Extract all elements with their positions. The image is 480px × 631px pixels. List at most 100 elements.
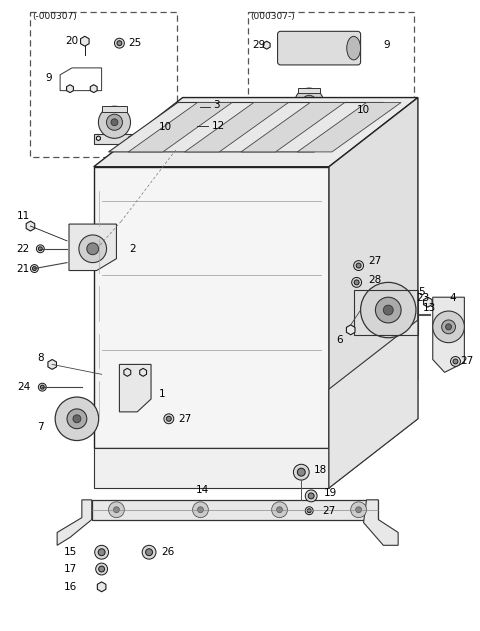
Polygon shape [81, 36, 89, 46]
Circle shape [98, 549, 105, 556]
Polygon shape [94, 98, 418, 167]
Circle shape [293, 464, 309, 480]
Polygon shape [67, 85, 73, 93]
Polygon shape [124, 369, 131, 376]
Circle shape [96, 563, 108, 575]
Circle shape [445, 324, 452, 330]
Circle shape [356, 263, 361, 268]
Polygon shape [293, 115, 297, 119]
Polygon shape [185, 102, 288, 152]
Circle shape [442, 320, 456, 334]
Circle shape [99, 566, 105, 572]
Circle shape [98, 106, 131, 138]
Circle shape [95, 545, 108, 559]
Circle shape [38, 247, 42, 251]
Circle shape [306, 100, 312, 105]
Circle shape [164, 414, 174, 424]
Circle shape [79, 235, 107, 262]
Polygon shape [329, 98, 418, 449]
Circle shape [167, 416, 171, 422]
Text: 22: 22 [17, 244, 30, 254]
Text: 25: 25 [128, 38, 142, 48]
Text: 18: 18 [314, 465, 327, 475]
Circle shape [111, 119, 118, 126]
Text: 20: 20 [65, 36, 78, 46]
Polygon shape [129, 136, 132, 141]
Circle shape [308, 493, 314, 499]
Circle shape [195, 102, 205, 112]
Circle shape [36, 245, 44, 253]
Polygon shape [97, 582, 106, 592]
Text: 4: 4 [450, 293, 456, 304]
Circle shape [295, 88, 324, 117]
Polygon shape [363, 500, 398, 545]
Text: 9: 9 [384, 40, 390, 50]
Circle shape [360, 283, 416, 338]
Text: 9: 9 [45, 73, 52, 83]
Text: 7: 7 [37, 422, 44, 432]
Text: 11: 11 [17, 211, 30, 221]
Circle shape [433, 311, 464, 343]
Bar [30, 11, 177, 157]
Polygon shape [140, 369, 146, 376]
Polygon shape [95, 134, 134, 144]
Circle shape [194, 124, 199, 129]
Polygon shape [90, 85, 97, 93]
Text: 3: 3 [213, 100, 220, 110]
Text: 17: 17 [64, 564, 77, 574]
Circle shape [198, 105, 203, 110]
Circle shape [272, 502, 288, 517]
Circle shape [375, 297, 401, 323]
Circle shape [307, 509, 311, 513]
Circle shape [38, 383, 46, 391]
Text: 23: 23 [416, 293, 429, 304]
Text: 2: 2 [129, 244, 136, 254]
Circle shape [30, 264, 38, 273]
Text: 13: 13 [423, 303, 436, 313]
Text: 6: 6 [336, 334, 343, 345]
Text: 28: 28 [369, 275, 382, 285]
Circle shape [302, 95, 316, 110]
Circle shape [145, 549, 153, 556]
Polygon shape [48, 360, 57, 369]
Circle shape [117, 41, 122, 45]
Circle shape [114, 38, 124, 48]
Circle shape [276, 507, 283, 513]
Text: 12: 12 [211, 121, 225, 131]
Circle shape [113, 507, 120, 513]
Text: 21: 21 [17, 264, 30, 274]
Text: 8: 8 [37, 353, 44, 362]
Circle shape [453, 359, 458, 364]
Circle shape [87, 243, 99, 255]
Polygon shape [120, 365, 151, 412]
Polygon shape [96, 136, 100, 141]
Bar [248, 11, 414, 132]
Text: 26: 26 [161, 547, 174, 557]
Polygon shape [297, 102, 401, 152]
Circle shape [107, 114, 122, 130]
Text: 14: 14 [195, 485, 209, 495]
Circle shape [33, 266, 36, 271]
Text: 27: 27 [369, 256, 382, 266]
Text: 27: 27 [179, 414, 192, 424]
Circle shape [40, 385, 44, 389]
Circle shape [352, 278, 361, 287]
Circle shape [297, 468, 305, 476]
Ellipse shape [347, 37, 360, 60]
Polygon shape [94, 449, 329, 488]
Circle shape [67, 409, 87, 428]
Polygon shape [102, 106, 127, 112]
Circle shape [73, 415, 81, 423]
Polygon shape [92, 500, 378, 519]
Text: 16: 16 [64, 582, 77, 592]
Circle shape [305, 507, 313, 515]
Text: (000307-): (000307-) [250, 11, 295, 21]
Circle shape [108, 502, 124, 517]
Circle shape [192, 121, 202, 131]
Text: 29: 29 [252, 40, 265, 50]
Circle shape [384, 305, 393, 315]
Polygon shape [298, 88, 321, 93]
Text: 10: 10 [357, 105, 370, 115]
Circle shape [354, 280, 359, 285]
Circle shape [354, 261, 363, 271]
